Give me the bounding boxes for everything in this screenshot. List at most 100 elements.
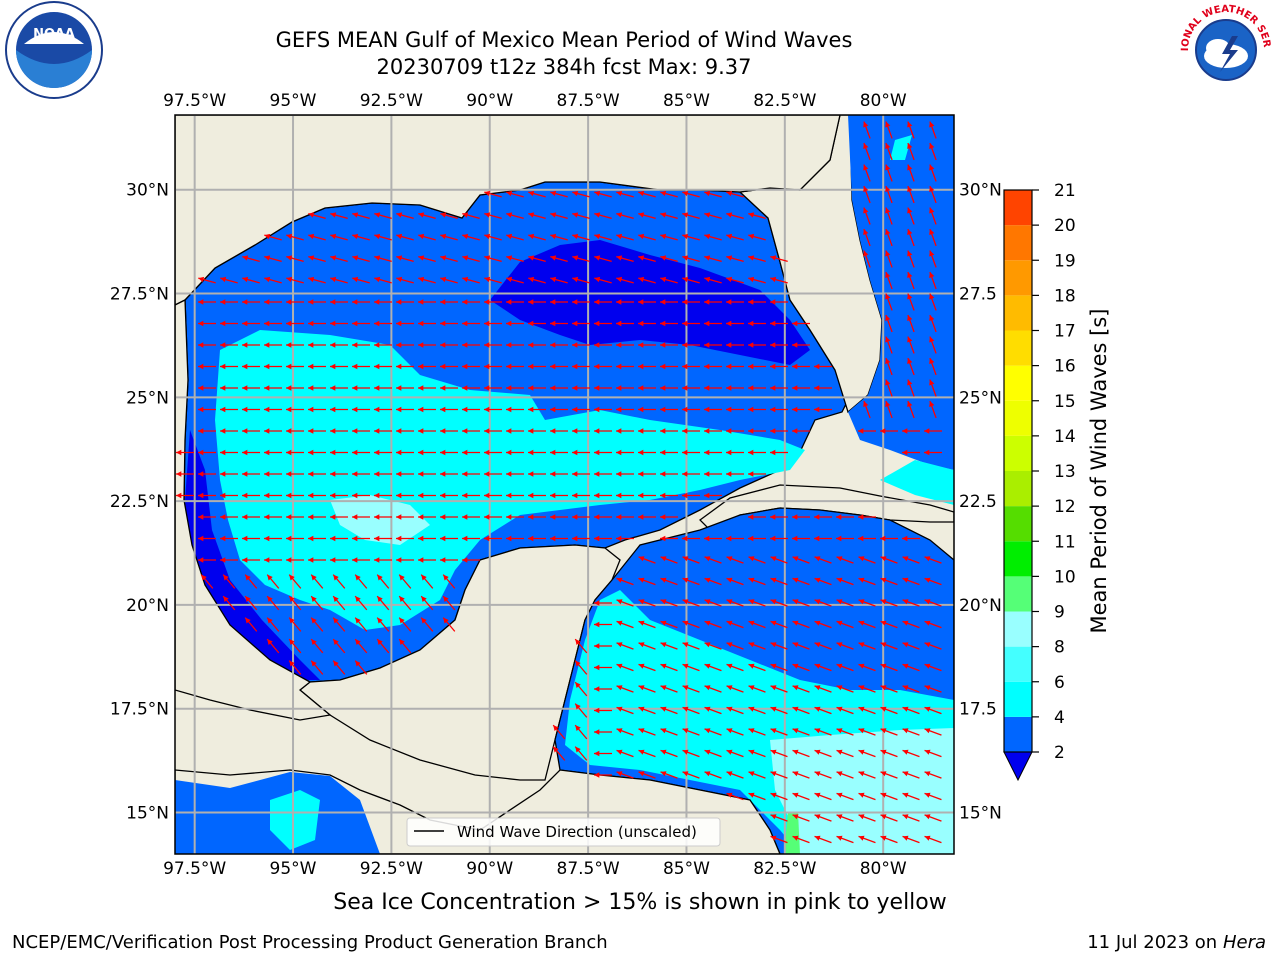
wind-arrow-head: [858, 642, 865, 648]
wind-arrow-head: [550, 342, 556, 348]
wind-arrow-head: [704, 363, 710, 370]
wind-arrow-head: [330, 299, 336, 305]
wind-arrow-head: [814, 577, 821, 583]
wind-arrow-head: [374, 363, 380, 370]
wind-arrow-head: [704, 342, 710, 348]
wind-arrow-head: [575, 660, 581, 667]
wind-arrow-head: [550, 233, 557, 240]
wind-arrow-head: [880, 428, 886, 434]
wind-arrow-head: [330, 557, 336, 563]
wind-arrow-head: [924, 814, 931, 820]
wind-arrow-head: [572, 255, 579, 261]
wind-arrow-head: [264, 514, 270, 520]
mexico-west-land: [175, 298, 332, 721]
wind-arrow-head: [308, 514, 314, 520]
wind-arrow-head: [726, 320, 732, 327]
wind-arrow-head: [907, 358, 913, 364]
wind-arrow-head: [770, 342, 776, 348]
wind-arrow-head: [355, 660, 361, 667]
wind-arrow-head: [462, 255, 469, 261]
wind-arrow-head: [792, 771, 799, 777]
wind-arrow-head: [902, 599, 909, 605]
wind-arrow-head: [572, 492, 578, 499]
lon-label-bottom: 92.5°W: [360, 859, 423, 879]
wind-arrow-head: [550, 190, 557, 197]
wind-arrow-head: [506, 190, 513, 197]
wind-arrow-head: [748, 342, 754, 348]
wind-arrow-head: [682, 276, 689, 283]
wind-arrow-head: [814, 706, 821, 712]
wind-arrow-head: [220, 514, 226, 520]
sea-ice-note: Sea Ice Concentration > 15% is shown in …: [333, 890, 947, 915]
wind-arrow-head: [484, 385, 490, 391]
colorbar-tick-label: 8: [1054, 638, 1065, 658]
wind-arrow-head: [418, 363, 424, 370]
wind-arrow-head: [682, 577, 689, 583]
wind-arrow-head: [286, 449, 292, 456]
wind-arrow-head: [880, 749, 887, 755]
wind-arrow-head: [748, 276, 755, 283]
wind-arrow-head: [374, 233, 381, 240]
colorbar-tick-label: 2: [1054, 743, 1065, 763]
wind-arrow-head: [462, 449, 468, 456]
wind-arrow-head: [616, 385, 622, 391]
wind-arrow-head: [289, 574, 295, 581]
wind-arrow-head: [929, 186, 935, 192]
wind-arrow-head: [726, 255, 733, 261]
lat-label-left: 30°N: [126, 181, 169, 201]
wind-arrow-head: [814, 728, 821, 734]
wind-arrow-head: [440, 492, 446, 499]
wind-arrow-head: [792, 642, 799, 648]
wind-arrow-head: [726, 342, 732, 348]
wind-arrow-head: [814, 556, 821, 562]
lat-label-right: 27.5: [959, 285, 997, 305]
wind-arrow-head: [506, 212, 513, 218]
wind-arrow-head: [770, 363, 776, 370]
lat-label-right: 25°N: [959, 388, 1002, 408]
wind-arrow-head: [792, 599, 799, 605]
wind-arrow-head: [220, 535, 226, 542]
wind-arrow-head: [726, 406, 732, 413]
wind-arrow-head: [418, 299, 424, 305]
caribbean-light-cyan: [770, 728, 954, 854]
wind-arrow-head: [594, 428, 600, 434]
wind-arrow-head: [550, 449, 556, 456]
wind-arrow-head: [814, 814, 821, 820]
wind-arrow-head: [396, 255, 403, 261]
wind-arrow-head: [682, 642, 689, 648]
colorbar-tick-label: 12: [1054, 497, 1076, 517]
wind-arrow-head: [528, 363, 534, 370]
wind-arrow-head: [638, 728, 645, 734]
wind-arrow-head: [682, 363, 688, 370]
wind-arrow-head: [374, 320, 380, 327]
wind-arrow-head: [506, 255, 513, 261]
wind-arrow-head: [704, 556, 711, 562]
wind-arrow-head: [506, 233, 513, 240]
wind-arrow-head: [660, 212, 667, 218]
wind-arrow-head: [286, 299, 292, 305]
wind-arrow-head: [726, 428, 732, 434]
wind-arrow-head: [770, 276, 777, 283]
wind-arrow-head: [484, 276, 491, 283]
wind-arrow-head: [792, 428, 798, 434]
wind-arrow-head: [440, 299, 446, 305]
wind-arrow-head: [418, 385, 424, 391]
wind-arrow-head: [242, 363, 248, 370]
wind-arrow-head: [704, 492, 710, 499]
wind-arrow-head: [572, 342, 578, 348]
wind-arrow-head: [885, 250, 891, 257]
wind-arrow-head: [528, 212, 535, 218]
colorbar-segment: [1004, 225, 1032, 261]
wind-arrow-head: [289, 660, 295, 667]
wind-arrow-head: [333, 639, 339, 645]
wind-arrow-head: [616, 406, 622, 413]
wind-arrow-head: [792, 535, 798, 542]
wind-arrow-head: [528, 449, 534, 456]
wind-arrow-head: [682, 492, 688, 499]
wind-arrow-head: [792, 320, 798, 327]
wind-arrow-head: [575, 746, 581, 753]
wind-arrow-head: [638, 577, 645, 583]
wind-arrow-head: [594, 621, 600, 628]
wind-arrow-head: [863, 229, 869, 235]
wind-arrow-head: [726, 276, 733, 283]
